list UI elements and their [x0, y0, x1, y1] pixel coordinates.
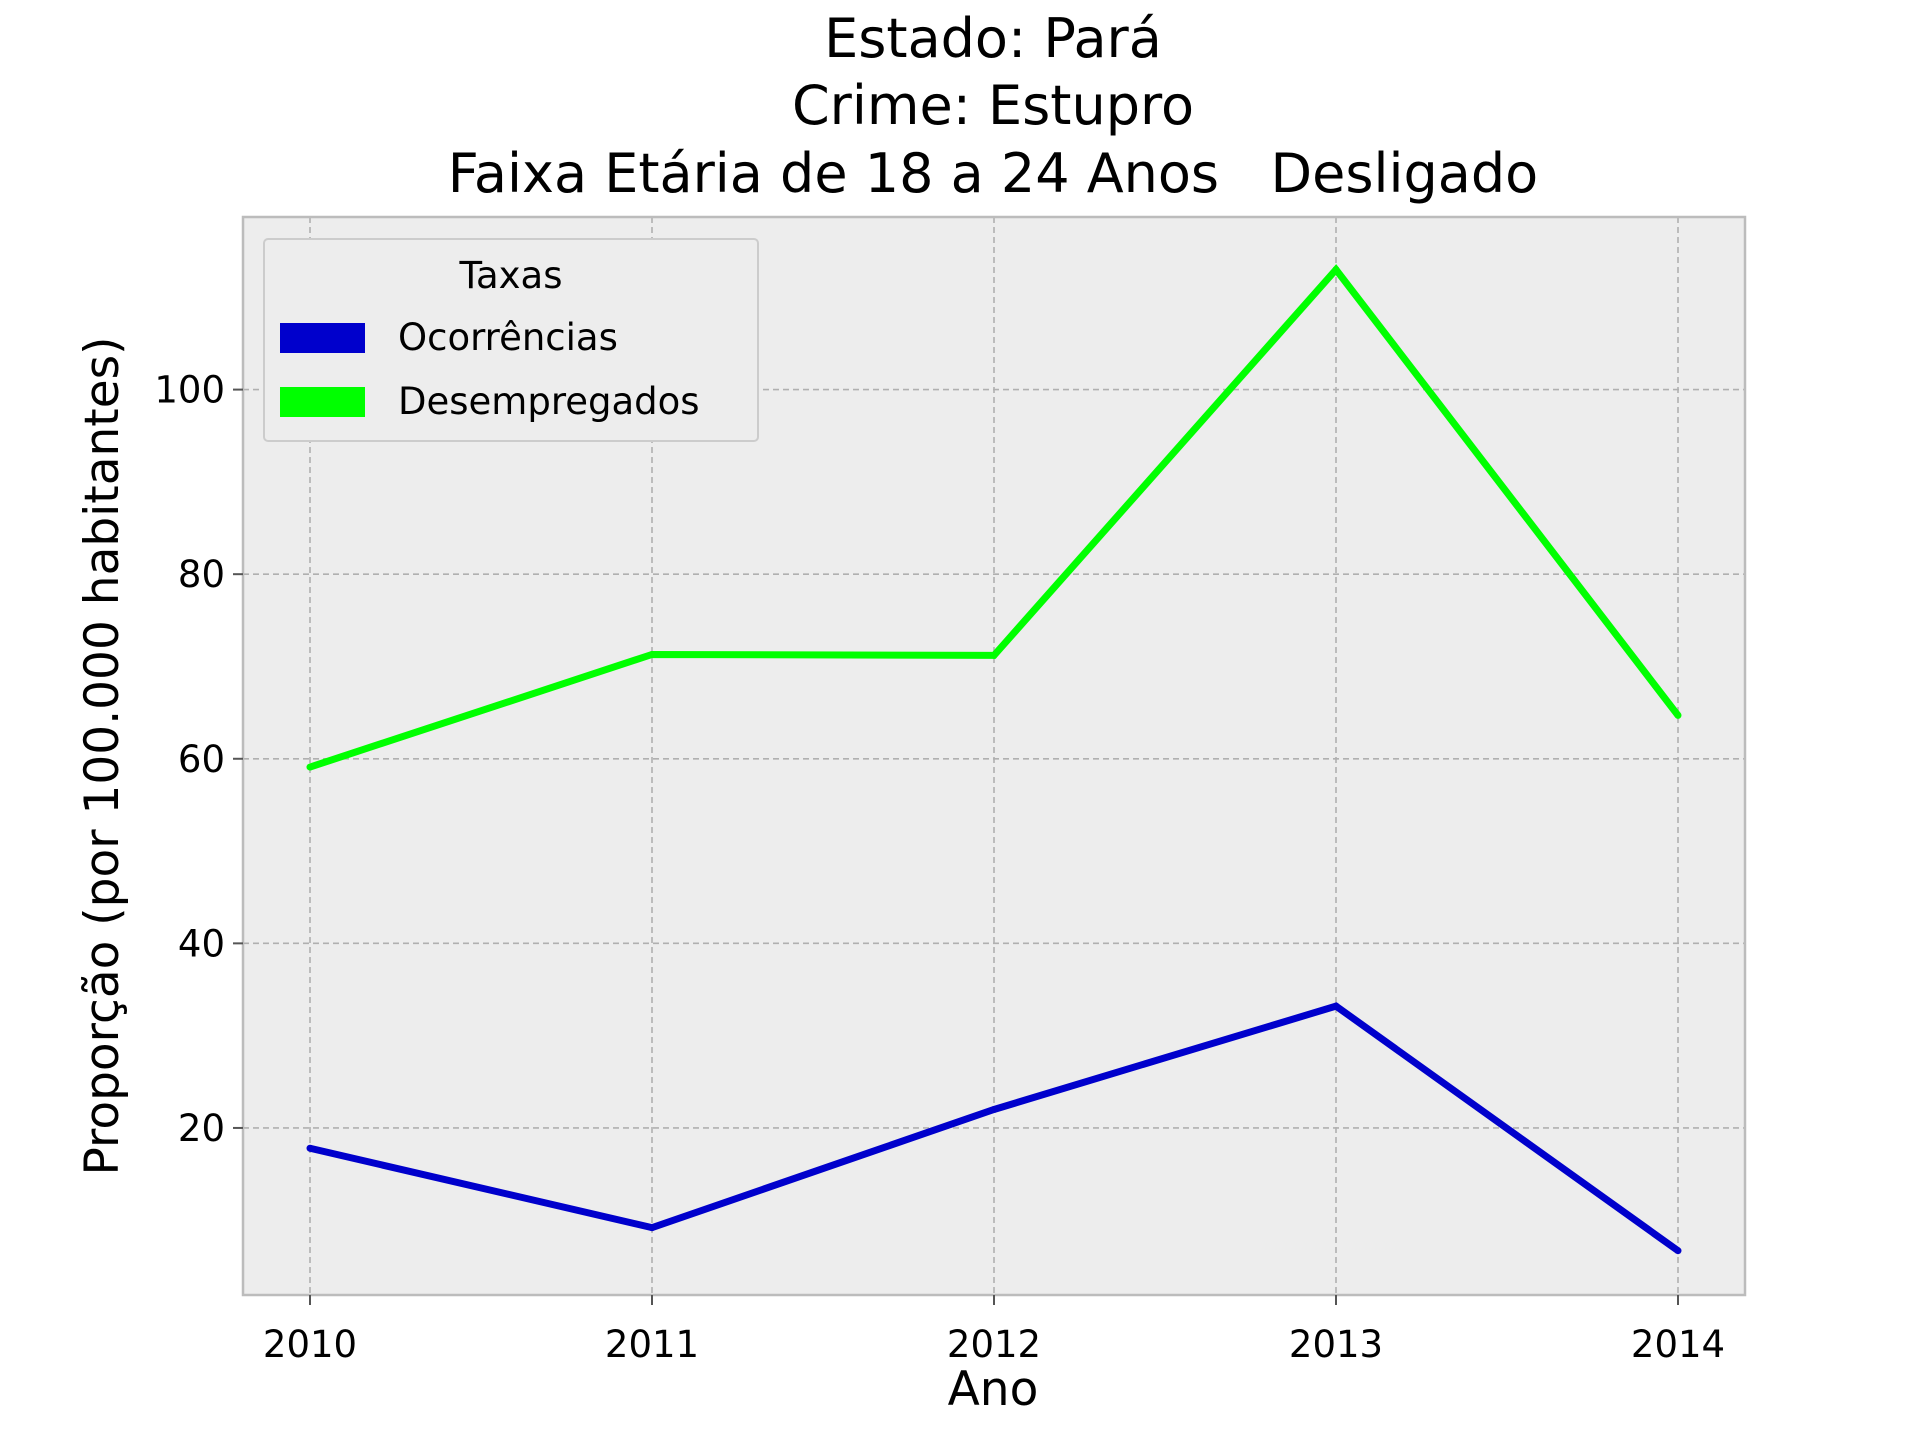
data-point-desempregados	[1332, 266, 1340, 274]
data-point-ocorrencias	[990, 1105, 998, 1113]
data-point-ocorrencias	[648, 1224, 656, 1232]
legend: Taxas Ocorrências Desempregados	[263, 238, 759, 442]
data-point-desempregados	[990, 651, 998, 659]
x-tick-label: 2013	[1289, 1323, 1383, 1366]
chart-title: Estado: Pará Crime: Estupro Faixa Etária…	[448, 7, 1538, 205]
x-tick-label: 2012	[947, 1323, 1041, 1366]
grid	[243, 217, 1745, 1295]
x-tick-label: 2011	[605, 1323, 699, 1366]
y-tick-label: 20	[178, 1107, 225, 1150]
legend-title: Taxas	[459, 254, 563, 297]
x-tick-label: 2010	[263, 1323, 357, 1366]
data-point-desempregados	[306, 763, 314, 771]
legend-swatch-ocorrencias	[280, 323, 365, 353]
title-line-1: Estado: Pará	[824, 7, 1162, 70]
y-tick-label: 100	[154, 369, 225, 412]
data-point-ocorrencias	[306, 1144, 314, 1152]
legend-swatch-desempregados	[280, 387, 365, 417]
data-point-desempregados	[1674, 711, 1682, 719]
title-line-2: Crime: Estupro	[792, 74, 1194, 137]
x-tick-label: 2014	[1631, 1323, 1725, 1366]
y-tick-label: 80	[178, 553, 225, 596]
y-tick-label: 60	[178, 738, 225, 781]
title-line-3: Faixa Etária de 18 a 24 Anos Desligado	[448, 142, 1538, 205]
data-point-ocorrencias	[1332, 1002, 1340, 1010]
series-lines	[306, 264, 1682, 1255]
data-point-ocorrencias	[1674, 1247, 1682, 1255]
x-axis-label: Ano	[948, 1362, 1039, 1417]
x-axis-ticks: 2010 2011 2012 2013 2014	[263, 1295, 1725, 1366]
data-point-desempregados	[648, 650, 656, 658]
legend-label-ocorrencias: Ocorrências	[398, 316, 618, 359]
y-tick-label: 40	[178, 922, 225, 965]
legend-label-desempregados: Desempregados	[398, 380, 700, 423]
y-axis-ticks: 20 40 60 80 100	[154, 369, 243, 1150]
legend-box	[263, 238, 759, 442]
y-axis-label: Proporção (por 100.000 habitantes)	[75, 337, 130, 1176]
